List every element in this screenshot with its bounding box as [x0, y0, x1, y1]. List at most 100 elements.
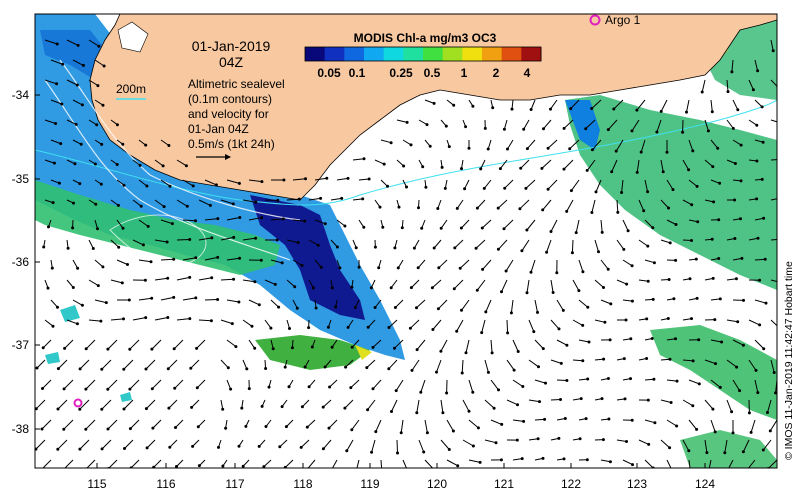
- date-label-line2: 04Z: [219, 54, 244, 70]
- velocity-vector: [688, 419, 697, 430]
- velocity-vector-head: [536, 437, 540, 441]
- velocity-vector: [124, 439, 134, 449]
- velocity-vector-head: [586, 377, 590, 381]
- velocity-vector: [400, 419, 404, 433]
- velocity-vector-head: [653, 421, 657, 425]
- velocity-vector: [506, 399, 518, 406]
- velocity-vector-head: [366, 408, 370, 412]
- velocity-vector-head: [209, 319, 213, 323]
- velocity-vector-head: [499, 458, 503, 462]
- velocity-vector: [503, 219, 514, 230]
- velocity-vector: [107, 379, 118, 390]
- velocity-vector: [556, 339, 568, 346]
- velocity-vector-head: [172, 347, 176, 351]
- velocity-vector: [380, 459, 383, 468]
- velocity-vector-head: [436, 307, 440, 311]
- velocity-vector: [101, 399, 112, 410]
- velocity-vector-head: [447, 448, 451, 451]
- velocity-vector-head: [570, 251, 574, 255]
- velocity-vector-head: [221, 464, 225, 468]
- velocity-vector-head: [565, 379, 569, 382]
- velocity-vector-head: [756, 391, 760, 395]
- velocity-vector-head: [712, 200, 716, 204]
- velocity-vector: [108, 459, 118, 468]
- velocity-vector: [292, 259, 303, 266]
- velocity-vectors: [35, 39, 777, 473]
- velocity-vector-head: [626, 229, 630, 233]
- velocity-vector: [154, 239, 168, 243]
- velocity-vector-head: [420, 226, 424, 230]
- velocity-vector: [417, 259, 426, 269]
- velocity-vector-head: [467, 146, 471, 150]
- velocity-vector-head: [635, 108, 639, 112]
- velocity-vector-head: [622, 357, 626, 361]
- velocity-vector-head: [128, 347, 132, 351]
- velocity-vector-head: [502, 227, 506, 231]
- velocity-vector: [465, 339, 470, 353]
- velocity-vector-head: [522, 419, 526, 423]
- velocity-vector-head: [751, 88, 755, 92]
- velocity-vector: [116, 219, 124, 229]
- velocity-vector-head: [444, 124, 448, 128]
- velocity-vector-head: [232, 235, 236, 239]
- velocity-vector: [490, 419, 502, 425]
- velocity-vector-head: [671, 470, 674, 473]
- velocity-vector-head: [597, 250, 600, 254]
- velocity-vector-head: [587, 340, 591, 344]
- velocity-vector-head: [138, 163, 142, 167]
- info-box: Altimetric sealevel (0.1m contours) and …: [188, 77, 285, 160]
- velocity-vector-head: [749, 430, 753, 434]
- velocity-vector: [468, 379, 474, 393]
- velocity-vector: [527, 139, 536, 149]
- velocity-vector: [484, 439, 497, 444]
- velocity-vector: [710, 298, 721, 301]
- velocity-vector: [198, 237, 212, 241]
- velocity-vector-head: [761, 448, 765, 452]
- velocity-vector: [563, 159, 574, 170]
- velocity-vector: [375, 419, 382, 432]
- velocity-vector-head: [290, 346, 294, 350]
- velocity-vector-head: [754, 368, 758, 372]
- velocity-vector: [710, 179, 720, 184]
- velocity-vector: [242, 279, 255, 283]
- velocity-vector-head: [378, 205, 382, 209]
- velocity-vector-head: [349, 386, 353, 390]
- velocity-vector: [380, 139, 392, 144]
- velocity-vector-head: [430, 286, 434, 290]
- cbar-tick-6: 4: [524, 66, 531, 80]
- velocity-vector-head: [584, 417, 588, 421]
- velocity-vector: [388, 319, 398, 328]
- velocity-vector-head: [735, 365, 739, 369]
- velocity-vector-head: [756, 236, 760, 240]
- velocity-vector-head: [540, 166, 544, 170]
- velocity-vector-head: [78, 367, 82, 371]
- velocity-vector: [308, 379, 316, 388]
- velocity-vector-head: [579, 397, 583, 401]
- velocity-vector-head: [557, 327, 561, 331]
- velocity-vector: [546, 239, 552, 253]
- velocity-vector-head: [56, 305, 59, 309]
- velocity-vector: [146, 399, 156, 409]
- velocity-vector-head: [569, 107, 573, 111]
- velocity-vector-head: [569, 189, 573, 193]
- velocity-vector-head: [650, 337, 654, 340]
- velocity-vector-head: [736, 108, 740, 112]
- velocity-vector: [284, 459, 294, 468]
- velocity-vector-head: [56, 407, 60, 411]
- argo-marker-2[interactable]: [73, 398, 83, 408]
- velocity-vector-head: [546, 187, 550, 191]
- velocity-vector-head: [590, 148, 594, 152]
- argo-marker-1[interactable]: [589, 14, 601, 26]
- velocity-vector: [566, 199, 574, 212]
- velocity-vector: [324, 359, 332, 368]
- velocity-vector-head: [520, 457, 524, 461]
- velocity-vector: [226, 299, 239, 303]
- velocity-vector-head: [267, 385, 271, 389]
- velocity-vector-head: [196, 425, 200, 429]
- velocity-vector-head: [696, 220, 700, 224]
- velocity-vector: [433, 239, 442, 249]
- velocity-vector: [42, 339, 52, 349]
- velocity-vector: [592, 139, 602, 151]
- velocity-vector: [356, 459, 360, 468]
- velocity-vector: [226, 379, 232, 390]
